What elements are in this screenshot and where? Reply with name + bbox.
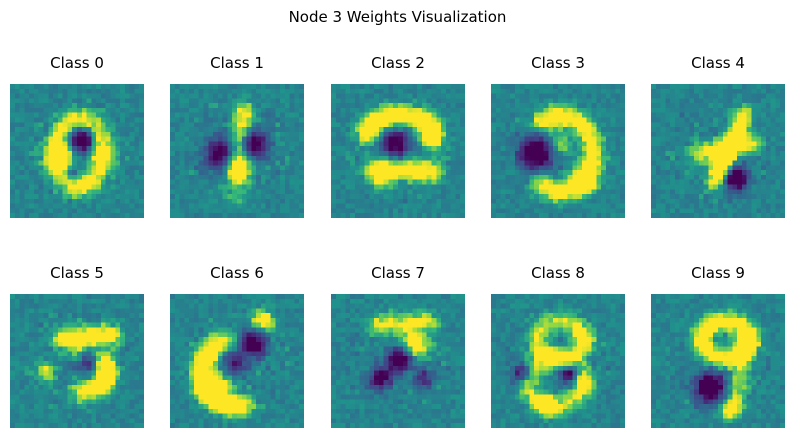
panel-class-9: Class 9 bbox=[651, 264, 785, 428]
panel-title: Class 5 bbox=[50, 264, 104, 282]
figure-title: Node 3 Weights Visualization bbox=[288, 8, 507, 26]
panel-class-1: Class 1 bbox=[170, 54, 304, 218]
panel-title: Class 2 bbox=[371, 54, 425, 72]
heatmap-image bbox=[170, 84, 304, 218]
panel-class-5: Class 5 bbox=[10, 264, 144, 428]
panel-class-0: Class 0 bbox=[10, 54, 144, 218]
panel-title: Class 4 bbox=[691, 54, 745, 72]
heatmap-image bbox=[10, 294, 144, 428]
panel-title: Class 3 bbox=[531, 54, 585, 72]
heatmap-image bbox=[331, 294, 465, 428]
heatmap-image bbox=[651, 84, 785, 218]
panel-title: Class 6 bbox=[210, 264, 264, 282]
panel-class-2: Class 2 bbox=[331, 54, 465, 218]
panel-class-4: Class 4 bbox=[651, 54, 785, 218]
heatmap-image bbox=[10, 84, 144, 218]
panel-class-6: Class 6 bbox=[170, 264, 304, 428]
panel-title: Class 0 bbox=[50, 54, 104, 72]
heatmap-image bbox=[331, 84, 465, 218]
heatmap-image bbox=[491, 84, 625, 218]
panel-class-8: Class 8 bbox=[491, 264, 625, 428]
panel-title: Class 7 bbox=[371, 264, 425, 282]
panel-title: Class 8 bbox=[531, 264, 585, 282]
panel-class-7: Class 7 bbox=[331, 264, 465, 428]
panel-title: Class 1 bbox=[210, 54, 264, 72]
heatmap-image bbox=[170, 294, 304, 428]
panel-class-3: Class 3 bbox=[491, 54, 625, 218]
panel-title: Class 9 bbox=[691, 264, 745, 282]
heatmap-image bbox=[491, 294, 625, 428]
heatmap-image bbox=[651, 294, 785, 428]
